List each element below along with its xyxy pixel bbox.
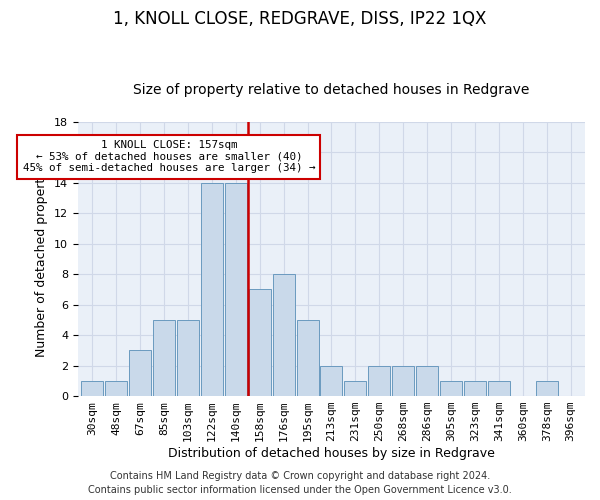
Bar — [320, 366, 343, 396]
Bar — [248, 290, 271, 396]
Text: Contains HM Land Registry data © Crown copyright and database right 2024.
Contai: Contains HM Land Registry data © Crown c… — [88, 471, 512, 495]
Bar — [177, 320, 199, 396]
Bar — [416, 366, 438, 396]
Bar — [153, 320, 175, 396]
Bar — [464, 381, 486, 396]
Text: 1, KNOLL CLOSE, REDGRAVE, DISS, IP22 1QX: 1, KNOLL CLOSE, REDGRAVE, DISS, IP22 1QX — [113, 10, 487, 28]
Bar — [368, 366, 390, 396]
Y-axis label: Number of detached properties: Number of detached properties — [35, 160, 49, 358]
Bar — [105, 381, 127, 396]
Bar — [296, 320, 319, 396]
Bar — [81, 381, 103, 396]
Bar — [272, 274, 295, 396]
X-axis label: Distribution of detached houses by size in Redgrave: Distribution of detached houses by size … — [168, 447, 495, 460]
Title: Size of property relative to detached houses in Redgrave: Size of property relative to detached ho… — [133, 83, 530, 97]
Bar — [536, 381, 558, 396]
Text: 1 KNOLL CLOSE: 157sqm
← 53% of detached houses are smaller (40)
45% of semi-deta: 1 KNOLL CLOSE: 157sqm ← 53% of detached … — [23, 140, 315, 173]
Bar — [201, 182, 223, 396]
Bar — [344, 381, 367, 396]
Bar — [440, 381, 462, 396]
Bar — [392, 366, 414, 396]
Bar — [225, 182, 247, 396]
Bar — [488, 381, 510, 396]
Bar — [129, 350, 151, 396]
